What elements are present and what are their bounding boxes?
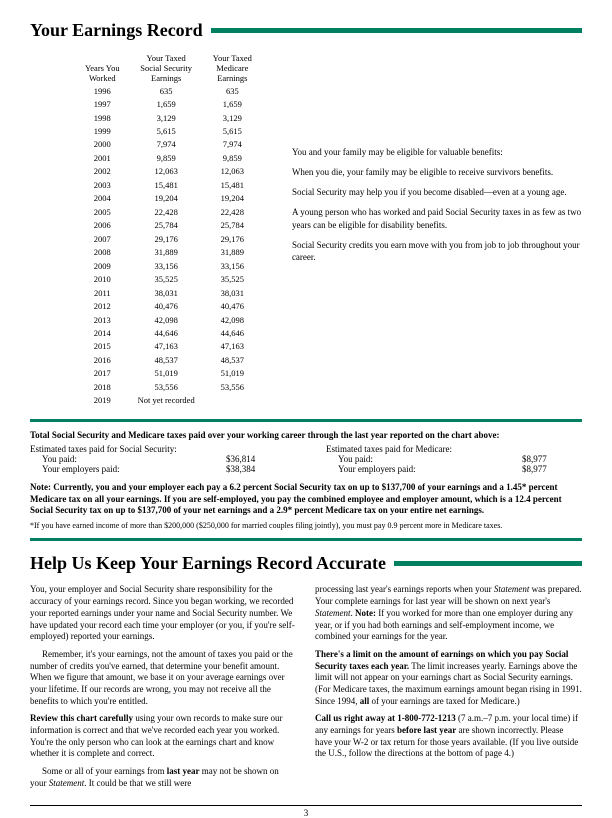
earnings-row: 2019Not yet recorded	[77, 395, 260, 406]
help-paragraph: You, your employer and Social Security s…	[30, 584, 297, 642]
earnings-row: 200729,17629,176	[77, 234, 260, 245]
earnings-row: 201751,01951,019	[77, 368, 260, 379]
earnings-table: Years YouWorkedYour TaxedSocial Security…	[75, 51, 262, 409]
earnings-row: 200419,20419,204	[77, 193, 260, 204]
earnings-row: 201853,55653,556	[77, 382, 260, 393]
earnings-header: Your TaxedMedicareEarnings	[205, 53, 260, 84]
ss-you-paid: $36,814	[226, 454, 286, 464]
earnings-row: 19983,1293,129	[77, 113, 260, 124]
earnings-row: 19971,6591,659	[77, 99, 260, 110]
benefit-paragraph: Social Security may help you if you beco…	[292, 186, 582, 198]
ss-tax-column: Estimated taxes paid for Social Security…	[30, 444, 286, 474]
you-paid-label-med: You paid:	[326, 454, 522, 464]
help-paragraph: Review this chart carefully using your o…	[30, 713, 297, 760]
tax-note: Note: Currently, you and your employer e…	[30, 482, 582, 517]
title-rule	[211, 28, 582, 33]
benefit-paragraph: A young person who has worked and paid S…	[292, 206, 582, 230]
earnings-header: Your TaxedSocial SecurityEarnings	[130, 53, 203, 84]
earnings-row: 201035,52535,525	[77, 274, 260, 285]
tax-summary-box: Total Social Security and Medicare taxes…	[30, 419, 582, 542]
earnings-row: 201444,64644,646	[77, 328, 260, 339]
earnings-row: 200831,88931,889	[77, 247, 260, 258]
employers-paid-label-med: Your employers paid:	[326, 464, 522, 474]
earnings-row: 201342,09842,098	[77, 315, 260, 326]
earnings-row: 200315,48115,481	[77, 180, 260, 191]
title-rule-2	[394, 561, 582, 566]
help-paragraph: There's a limit on the amount of earning…	[315, 649, 582, 707]
earnings-row: 201547,16347,163	[77, 341, 260, 352]
section-title-bar: Your Earnings Record	[30, 20, 582, 41]
page-number: 3	[304, 808, 309, 818]
benefit-paragraph: Social Security credits you earn move wi…	[292, 239, 582, 263]
help-right-column: processing last year's earnings reports …	[315, 584, 582, 795]
earnings-row: 200212,06312,063	[77, 166, 260, 177]
help-title: Help Us Keep Your Earnings Record Accura…	[30, 553, 386, 574]
ss-tax-label: Estimated taxes paid for Social Security…	[30, 444, 286, 454]
help-paragraph: processing last year's earnings reports …	[315, 584, 582, 642]
employers-paid-label: Your employers paid:	[30, 464, 226, 474]
earnings-row: 201138,03138,031	[77, 288, 260, 299]
benefit-paragraph: When you die, your family may be eligibl…	[292, 166, 582, 178]
help-section: Help Us Keep Your Earnings Record Accura…	[30, 553, 582, 795]
earnings-row: 200522,42822,428	[77, 207, 260, 218]
tax-lead: Total Social Security and Medicare taxes…	[30, 430, 582, 440]
page-footer: 3	[30, 805, 582, 818]
earnings-record-title: Your Earnings Record	[30, 20, 203, 41]
earnings-row: 1996635635	[77, 86, 260, 97]
help-paragraph: Remember, it's your earnings, not the am…	[30, 649, 297, 707]
earnings-row: 200625,78425,784	[77, 220, 260, 231]
med-you-paid: $8,977	[522, 454, 582, 464]
you-paid-label: You paid:	[30, 454, 226, 464]
earnings-row: 201648,53748,537	[77, 355, 260, 366]
earnings-row: 20007,9747,974	[77, 139, 260, 150]
top-section: Years YouWorkedYour TaxedSocial Security…	[30, 51, 582, 409]
earnings-row: 201240,47640,476	[77, 301, 260, 312]
benefits-column: You and your family may be eligible for …	[292, 51, 582, 409]
med-tax-column: Estimated taxes paid for Medicare: You p…	[326, 444, 582, 474]
earnings-row: 20019,8599,859	[77, 153, 260, 164]
med-tax-label: Estimated taxes paid for Medicare:	[326, 444, 582, 454]
tax-footnote: *If you have earned income of more than …	[30, 521, 582, 531]
help-left-column: You, your employer and Social Security s…	[30, 584, 297, 795]
earnings-row: 200933,15633,156	[77, 261, 260, 272]
help-paragraph: Call us right away at 1-800-772-1213 (7 …	[315, 713, 582, 760]
benefit-paragraph: You and your family may be eligible for …	[292, 146, 582, 158]
med-employer-paid: $8,977	[522, 464, 582, 474]
earnings-header: Years YouWorked	[77, 53, 128, 84]
help-paragraph: Some or all of your earnings from last y…	[30, 766, 297, 789]
ss-employer-paid: $38,384	[226, 464, 286, 474]
earnings-row: 19995,6155,615	[77, 126, 260, 137]
